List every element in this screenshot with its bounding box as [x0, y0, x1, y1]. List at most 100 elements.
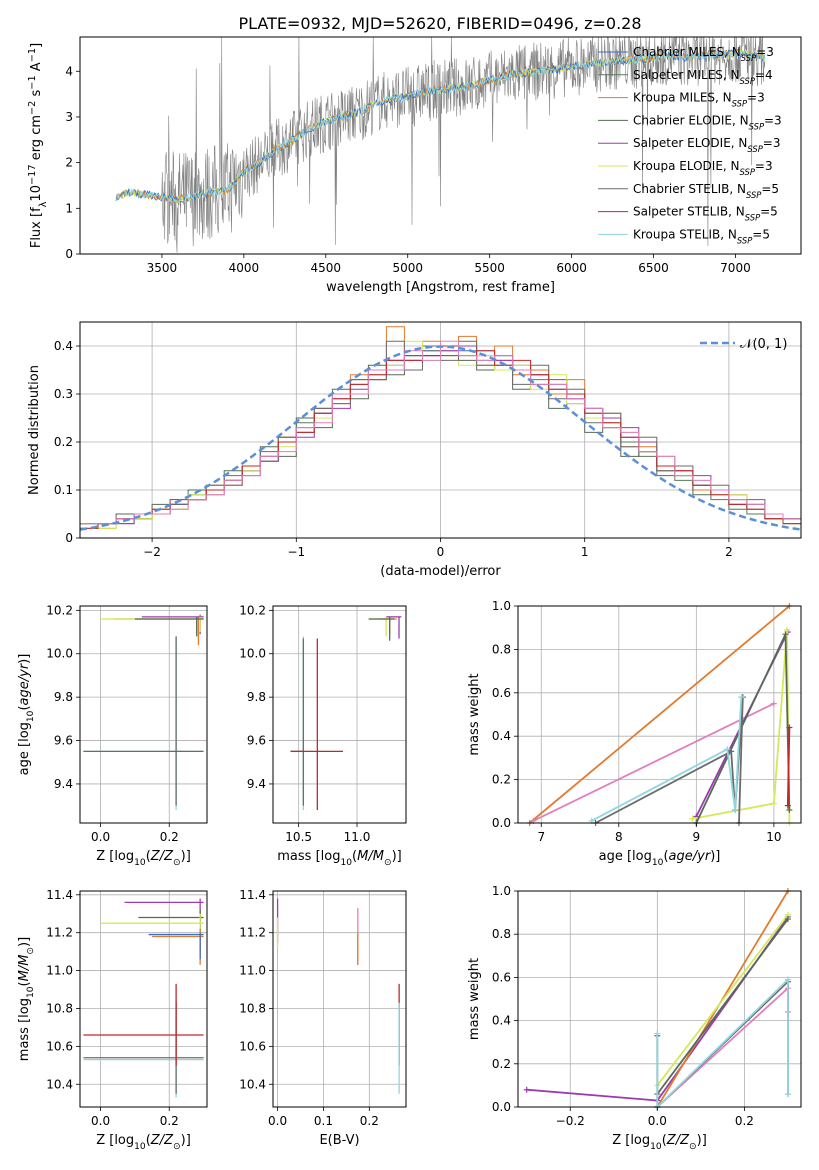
y-tick-label: 10.0 — [239, 647, 266, 661]
axes-frame — [79, 890, 208, 1108]
y-tick-label: 2 — [65, 156, 73, 170]
y-tick-label: 9.6 — [54, 734, 73, 748]
weight-point-marker — [786, 724, 793, 731]
age-weight-panel: 7 8 9 10 0.0 0.2 0.4 0.6 0.8 1.0 age [log10(age/yr… — [467, 599, 802, 868]
x-tick-label: 10.5 — [285, 830, 312, 844]
y-tick-label: 11.0 — [239, 964, 266, 978]
ebv-mass-panel: 0.0 0.1 0.2 10.4 10.6 10.8 11.0 11.2 11.4 E(B-V) — [239, 888, 407, 1148]
axes-frame — [517, 890, 802, 1108]
y-tick-label: 9.8 — [54, 690, 73, 704]
y-tick-label: 9.8 — [247, 690, 266, 704]
weight-point-marker — [786, 806, 793, 813]
x-tick-label: 0.0 — [268, 1114, 287, 1128]
x-tick-label: 5500 — [474, 261, 505, 275]
y-axis-label: mass weight — [467, 673, 482, 755]
y-axis-label: Normed distribution — [27, 365, 42, 495]
x-tick-label: −1 — [287, 545, 305, 559]
weight-series-line — [533, 702, 775, 822]
y-tick-label: 0.2 — [492, 1057, 511, 1071]
axes-frame — [79, 605, 208, 824]
y-tick-label: 0.4 — [54, 339, 73, 353]
y-tick-label: 0.0 — [492, 816, 511, 830]
y-tick-label: 0.4 — [492, 1014, 511, 1028]
legend-label: Kroupa STELIB, NSSP=5 — [633, 227, 770, 245]
y-axis-label: Flux [fλ10−17 erg cm−2 s−1 A−1] — [27, 43, 49, 248]
weight-point-marker — [738, 694, 745, 701]
weight-series-line — [656, 914, 789, 1086]
x-tick-label: 3500 — [147, 261, 178, 275]
y-tick-label: 0.6 — [492, 686, 511, 700]
weight-point-marker — [784, 626, 791, 633]
y-tick-label: 11.4 — [46, 888, 73, 902]
legend-label: Kroupa ELODIE, NSSP=3 — [633, 159, 773, 177]
axes-frame — [272, 605, 407, 824]
axes-frame — [272, 890, 407, 1108]
y-tick-label: 10.4 — [239, 1077, 266, 1091]
y-tick-label: 4 — [65, 64, 73, 78]
x-axis-label: Z [log10(Z/Z⊙)] — [96, 1133, 191, 1152]
legend-label: Chabrier STELIB, NSSP=5 — [633, 182, 779, 200]
x-tick-label: 5000 — [392, 261, 423, 275]
y-tick-label: 10.2 — [46, 603, 73, 617]
x-tick-label: −0.2 — [556, 1114, 585, 1128]
model-spectrum-line — [115, 49, 766, 204]
weight-point-marker — [523, 1086, 530, 1093]
y-axis-label: age [log10(age/yr)] — [17, 654, 36, 776]
y-axis-label: mass weight — [467, 958, 482, 1040]
y-tick-label: 0.3 — [54, 387, 73, 401]
x-tick-label: 6500 — [638, 261, 669, 275]
weight-point-marker — [728, 748, 735, 755]
y-tick-label: 10.8 — [46, 1001, 73, 1015]
x-axis-label: Z [log10(Z/Z⊙)] — [612, 1133, 707, 1152]
x-tick-label: 0.2 — [360, 1114, 379, 1128]
observed-spectrum-line — [115, 35, 766, 253]
y-tick-label: 0.0 — [492, 1100, 511, 1114]
x-tick-label: 4500 — [311, 261, 342, 275]
legend-label: Chabrier ELODIE, NSSP=3 — [633, 113, 782, 131]
x-tick-label: 0.0 — [91, 830, 110, 844]
weight-point-marker — [732, 806, 739, 813]
x-axis-label: mass [log10(M/M⊙)] — [277, 849, 401, 868]
y-axis-label: mass [log10(M/M⊙)] — [17, 937, 36, 1061]
z-weight-panel: −0.2 0.0 0.2 0.0 0.2 0.4 0.6 0.8 1.0 Z [log10(Z/Z… — [467, 884, 802, 1152]
y-tick-label: 0.1 — [54, 483, 73, 497]
x-tick-label: 0.2 — [735, 1114, 754, 1128]
y-tick-label: 10.0 — [46, 647, 73, 661]
x-tick-label: 0.2 — [160, 1114, 179, 1128]
residual-histogram-series — [79, 340, 801, 538]
axes-frame — [79, 36, 802, 255]
weight-point-marker — [770, 700, 777, 707]
x-axis-label: age [log10(age/yr)] — [599, 849, 721, 868]
x-tick-label: 10 — [766, 830, 781, 844]
spectrum-panel: 3500 4000 4500 5000 5500 6000 6500 7000 0 1 2 3 4 wav… — [27, 35, 802, 295]
figure-title: PLATE=0932, MJD=52620, FIBERID=0496, z=0… — [238, 14, 641, 33]
x-tick-label: 0.2 — [160, 830, 179, 844]
weight-point-marker — [689, 815, 696, 822]
weight-point-marker — [782, 631, 789, 638]
y-tick-label: 1.0 — [492, 599, 511, 613]
y-tick-label: 10.6 — [46, 1039, 73, 1053]
x-tick-label: 7 — [537, 830, 545, 844]
legend-label: Salpeter ELODIE, NSSP=3 — [633, 136, 781, 154]
x-tick-label: 1 — [581, 545, 589, 559]
weight-series-line — [656, 918, 789, 1095]
y-tick-label: 0.2 — [492, 773, 511, 787]
weight-point-marker — [724, 746, 731, 753]
x-tick-label: 9 — [693, 830, 701, 844]
weight-series-line — [591, 697, 743, 822]
x-tick-label: 8 — [615, 830, 623, 844]
legend-label: Chabrier MILES, NSSP=3 — [633, 45, 774, 63]
x-tick-label: 11.0 — [344, 830, 371, 844]
y-tick-label: 0.8 — [492, 642, 511, 656]
weight-series-line — [786, 727, 791, 806]
x-tick-label: −2 — [143, 545, 161, 559]
axes-frame — [517, 605, 802, 824]
y-tick-label: 11.0 — [46, 964, 73, 978]
weight-series-line — [656, 977, 789, 1110]
x-tick-label: 4000 — [229, 261, 260, 275]
x-tick-label: 0.0 — [648, 1114, 667, 1128]
x-axis-label: (data-model)/error — [380, 564, 501, 579]
legend-label: Salpeter MILES, NSSP=4 — [633, 68, 773, 86]
x-axis-label: wavelength [Angstrom, rest frame] — [326, 280, 555, 295]
